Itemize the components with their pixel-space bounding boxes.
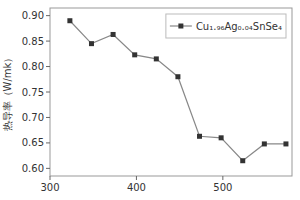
y-tick-label: 0.70 [22,112,44,123]
y-tick [46,92,50,93]
x-tick [136,176,137,180]
x-tick-label: 300 [40,182,59,193]
y-tick-label: 0.60 [22,163,44,174]
y-tick [46,117,50,118]
y-tick-label: 0.90 [22,10,44,21]
y-axis-label: 热导率（W/mk） [2,53,13,132]
point [89,41,94,46]
point [197,134,202,139]
legend-key-marker [178,24,183,29]
y-tick [46,168,50,169]
y-tick [46,142,50,143]
y-tick-label: 0.75 [22,87,44,98]
y-tick-label: 0.65 [22,137,44,148]
point [219,135,224,140]
point [175,74,180,79]
point [240,158,245,163]
point [132,52,137,57]
legend-box [166,14,286,38]
x-tick-label: 400 [127,182,146,193]
legend: Cu₁.₉₆Ag₀.₀₄SnSe₄ [166,14,286,38]
plot-area [67,18,288,163]
chart: 300 400 500 0.60 0.65 0.70 0.75 0.80 0.85 0.90 热导率… [0,0,300,200]
x-tick [50,176,51,180]
y-tick-label: 0.80 [22,61,44,72]
y-tick [46,41,50,42]
point [67,18,72,23]
line [70,21,286,161]
x-tick-label: 500 [213,182,232,193]
point [154,56,159,61]
point [262,141,267,146]
x-tick [222,176,223,180]
point [111,32,116,37]
legend-label: Cu₁.₉₆Ag₀.₀₄SnSe₄ [196,21,282,32]
y-tick [46,15,50,16]
y-tick [46,66,50,67]
point [283,141,288,146]
plot-frame [50,8,292,176]
y-tick-label: 0.85 [22,36,44,47]
